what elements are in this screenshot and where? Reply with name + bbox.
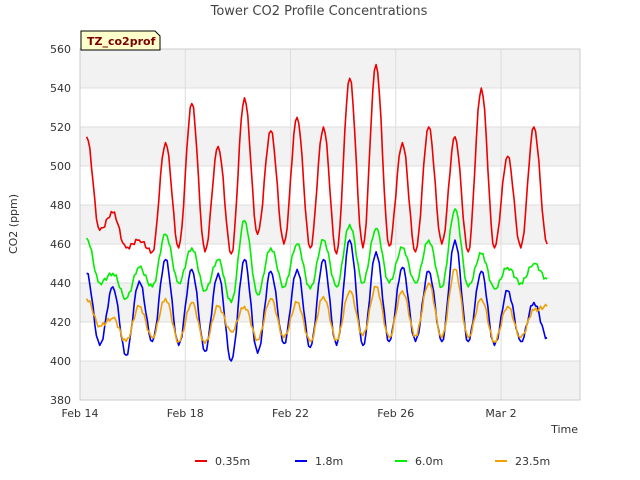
x-tick-label: Feb 22 (272, 407, 309, 420)
y-tick-label: 400 (50, 355, 71, 368)
y-tick-label: 540 (50, 82, 71, 95)
x-tick-label: Feb 18 (167, 407, 204, 420)
series-line-6.0m (85, 208, 548, 304)
series-line-0.35m (85, 63, 548, 255)
legend-label: 0.35m (215, 455, 250, 468)
y-tick-labels: 380 400 420 440 460 480 500 520 540 560 (50, 43, 71, 407)
legend-label: 1.8m (315, 455, 343, 468)
x-tick-label: Feb 26 (377, 407, 414, 420)
y-tick-label: 420 (50, 316, 71, 329)
chart-title: Tower CO2 Profile Concentrations (210, 4, 428, 19)
plot-frame (79, 48, 581, 401)
plot-band (80, 361, 580, 400)
y-tick-label: 480 (50, 199, 71, 212)
series-lines (85, 63, 548, 362)
x-tick-label: Feb 14 (62, 407, 99, 420)
plot-band (80, 49, 580, 88)
y-tick-label: 500 (50, 160, 71, 173)
plot-band (80, 88, 580, 127)
site-tag-label: TZ_co2prof (87, 35, 156, 48)
series-line-23.5m (85, 268, 548, 345)
plot-band (80, 127, 580, 166)
y-axis-label: CO2 (ppm) (7, 194, 20, 254)
x-tick-label: Mar 2 (485, 407, 516, 420)
x-axis-label: Time (550, 423, 578, 436)
legend: 0.35m 1.8m 6.0m 23.5m (195, 455, 550, 468)
legend-label: 6.0m (415, 455, 443, 468)
plot-background (80, 49, 580, 400)
site-tag-box (80, 30, 161, 51)
y-tick-label: 560 (50, 43, 71, 56)
y-tick-label: 520 (50, 121, 71, 134)
y-tick-label: 380 (50, 394, 71, 407)
legend-label: 23.5m (515, 455, 550, 468)
y-tick-label: 460 (50, 238, 71, 251)
y-tick-label: 440 (50, 277, 71, 290)
x-tick-labels: Feb 14 Feb 18 Feb 22 Feb 26 Mar 2 (62, 407, 517, 420)
site-tag: TZ_co2prof (80, 30, 161, 51)
